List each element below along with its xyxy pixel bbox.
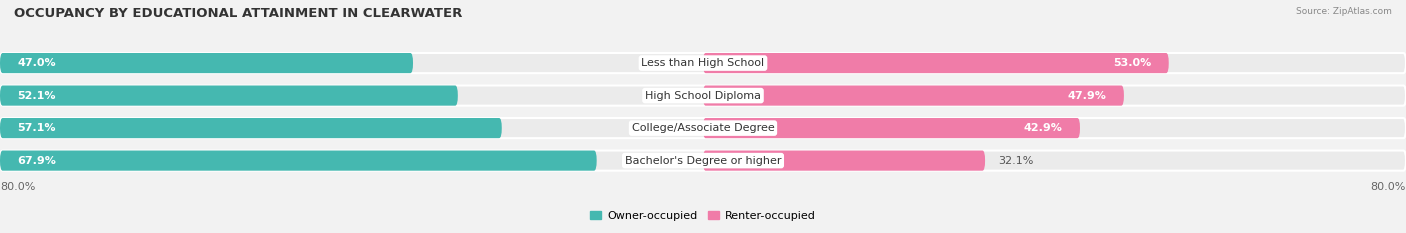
Legend: Owner-occupied, Renter-occupied: Owner-occupied, Renter-occupied bbox=[586, 206, 820, 225]
Text: Less than High School: Less than High School bbox=[641, 58, 765, 68]
Text: OCCUPANCY BY EDUCATIONAL ATTAINMENT IN CLEARWATER: OCCUPANCY BY EDUCATIONAL ATTAINMENT IN C… bbox=[14, 7, 463, 20]
Text: 32.1%: 32.1% bbox=[998, 156, 1033, 166]
FancyBboxPatch shape bbox=[0, 118, 1406, 138]
FancyBboxPatch shape bbox=[0, 53, 413, 73]
Text: 80.0%: 80.0% bbox=[0, 182, 35, 192]
FancyBboxPatch shape bbox=[0, 151, 1406, 171]
Text: 42.9%: 42.9% bbox=[1024, 123, 1063, 133]
FancyBboxPatch shape bbox=[703, 86, 1123, 106]
FancyBboxPatch shape bbox=[703, 118, 1080, 138]
FancyBboxPatch shape bbox=[0, 86, 458, 106]
Text: High School Diploma: High School Diploma bbox=[645, 91, 761, 101]
Text: 53.0%: 53.0% bbox=[1114, 58, 1152, 68]
Text: Bachelor's Degree or higher: Bachelor's Degree or higher bbox=[624, 156, 782, 166]
FancyBboxPatch shape bbox=[703, 151, 986, 171]
FancyBboxPatch shape bbox=[703, 53, 1168, 73]
Text: 52.1%: 52.1% bbox=[18, 91, 56, 101]
Text: 67.9%: 67.9% bbox=[18, 156, 56, 166]
Text: 47.0%: 47.0% bbox=[18, 58, 56, 68]
Text: 47.9%: 47.9% bbox=[1067, 91, 1107, 101]
FancyBboxPatch shape bbox=[0, 118, 502, 138]
Text: 57.1%: 57.1% bbox=[18, 123, 56, 133]
FancyBboxPatch shape bbox=[0, 53, 1406, 73]
Text: College/Associate Degree: College/Associate Degree bbox=[631, 123, 775, 133]
Text: Source: ZipAtlas.com: Source: ZipAtlas.com bbox=[1296, 7, 1392, 16]
FancyBboxPatch shape bbox=[0, 151, 596, 171]
Text: 80.0%: 80.0% bbox=[1371, 182, 1406, 192]
FancyBboxPatch shape bbox=[0, 86, 1406, 106]
